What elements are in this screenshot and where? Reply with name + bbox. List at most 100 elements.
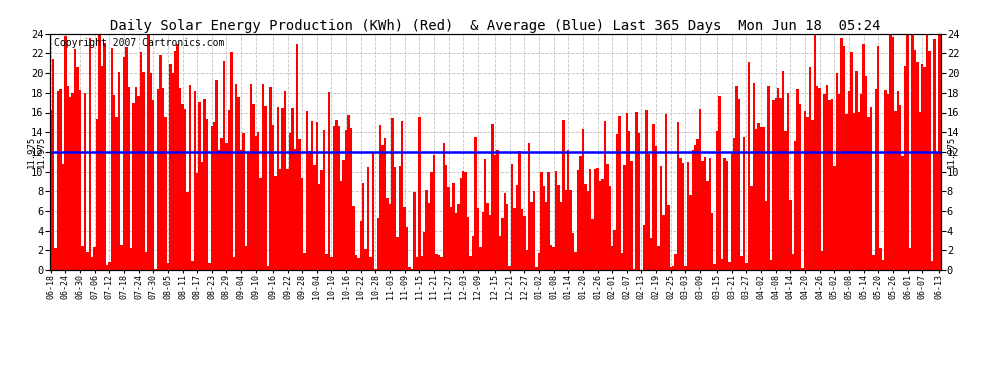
Bar	[389, 204, 391, 270]
Bar	[262, 84, 264, 270]
Bar	[130, 248, 133, 270]
Bar	[201, 162, 203, 270]
Bar	[742, 136, 745, 270]
Bar	[572, 233, 574, 270]
Bar	[549, 245, 552, 270]
Bar	[687, 162, 689, 270]
Bar	[98, 34, 101, 270]
Bar	[296, 44, 299, 270]
Bar	[545, 202, 547, 270]
Bar	[152, 100, 154, 270]
Bar	[166, 262, 169, 270]
Bar	[745, 263, 747, 270]
Bar	[101, 66, 103, 270]
Bar	[274, 176, 276, 270]
Bar	[516, 185, 518, 270]
Bar	[829, 100, 831, 270]
Bar	[428, 203, 431, 270]
Bar	[936, 153, 939, 270]
Bar	[159, 55, 161, 270]
Bar	[154, 269, 156, 270]
Bar	[857, 112, 860, 270]
Bar	[577, 170, 579, 270]
Bar	[401, 121, 404, 270]
Bar	[452, 183, 454, 270]
Bar	[464, 172, 467, 270]
Bar	[223, 61, 226, 270]
Bar	[767, 86, 769, 270]
Bar	[834, 166, 836, 270]
Bar	[506, 204, 509, 270]
Bar	[741, 256, 742, 270]
Bar	[367, 167, 369, 270]
Bar	[559, 202, 562, 270]
Bar	[118, 72, 121, 270]
Bar	[536, 267, 538, 270]
Bar	[564, 190, 567, 270]
Bar	[691, 150, 694, 270]
Bar	[371, 152, 374, 270]
Bar	[357, 258, 359, 270]
Bar	[343, 160, 345, 270]
Bar	[411, 269, 413, 270]
Bar	[916, 62, 919, 270]
Bar	[418, 117, 421, 270]
Bar	[284, 91, 286, 270]
Text: 11.975: 11.975	[27, 136, 36, 168]
Bar	[869, 107, 872, 270]
Bar	[316, 122, 318, 270]
Bar	[240, 150, 243, 270]
Bar	[123, 57, 125, 270]
Bar	[413, 192, 416, 270]
Bar	[135, 87, 138, 270]
Bar	[161, 88, 164, 270]
Bar	[394, 166, 396, 270]
Bar	[604, 122, 606, 270]
Bar	[459, 178, 462, 270]
Bar	[591, 219, 594, 270]
Bar	[884, 90, 887, 270]
Bar	[689, 195, 691, 270]
Bar	[338, 126, 340, 270]
Bar	[904, 66, 906, 270]
Bar	[81, 246, 84, 270]
Bar	[116, 117, 118, 270]
Bar	[616, 134, 619, 270]
Bar	[586, 191, 589, 270]
Bar	[494, 155, 496, 270]
Bar	[467, 217, 469, 270]
Bar	[628, 131, 631, 270]
Bar	[362, 183, 364, 270]
Bar	[762, 128, 764, 270]
Bar	[684, 266, 687, 270]
Bar	[787, 93, 789, 270]
Bar	[939, 34, 940, 270]
Bar	[752, 83, 755, 270]
Bar	[838, 94, 841, 270]
Title: Daily Solar Energy Production (KWh) (Red)  & Average (Blue) Last 365 Days  Mon J: Daily Solar Energy Production (KWh) (Red…	[110, 19, 880, 33]
Bar	[672, 266, 674, 270]
Bar	[877, 46, 879, 270]
Bar	[271, 125, 274, 270]
Bar	[364, 249, 367, 270]
Bar	[125, 46, 128, 270]
Bar	[599, 181, 601, 270]
Bar	[61, 164, 64, 270]
Bar	[909, 248, 911, 270]
Bar	[479, 247, 481, 270]
Bar	[286, 169, 289, 270]
Bar	[609, 186, 611, 270]
Bar	[879, 248, 882, 270]
Bar	[643, 225, 645, 270]
Bar	[191, 261, 193, 270]
Bar	[934, 39, 936, 270]
Bar	[652, 124, 655, 270]
Bar	[657, 246, 659, 270]
Bar	[562, 120, 564, 270]
Bar	[511, 164, 513, 270]
Bar	[760, 127, 762, 270]
Bar	[406, 227, 408, 270]
Bar	[899, 105, 902, 270]
Bar	[509, 266, 511, 270]
Bar	[454, 213, 457, 270]
